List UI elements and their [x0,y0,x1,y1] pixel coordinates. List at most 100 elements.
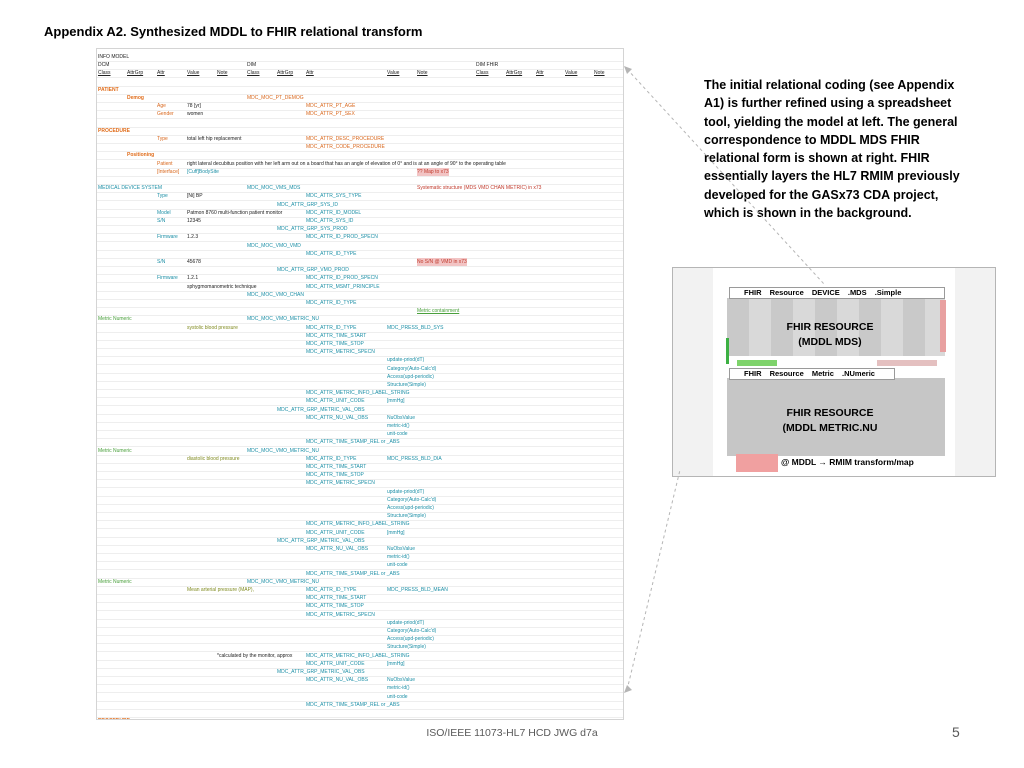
sheet-cell[interactable]: AttrGrp [127,70,144,77]
sheet-cell[interactable]: MDC_ATTR_UNIT_CODE [306,660,365,667]
sheet-cell[interactable]: MDC_ATTR_SYS_ID [306,218,354,224]
sheet-cell[interactable]: NuObsValue [387,677,415,684]
sheet-cell[interactable]: MDC_ATTR_PT_AGE [306,103,356,110]
sheet-cell[interactable]: AttrGrp [277,70,294,77]
sheet-cell[interactable]: Note [417,70,428,77]
sheet-cell[interactable]: S/N [157,259,166,265]
sheet-cell[interactable]: 1.2.3 [187,234,199,241]
sheet-cell[interactable]: Patient [157,160,173,167]
sheet-cell[interactable]: Class [247,70,260,77]
sheet-cell[interactable]: DIM [247,62,257,69]
sheet-cell[interactable]: MDC_MOC_VMO_CHAN [247,291,304,298]
sheet-cell[interactable]: Type [157,136,168,142]
sheet-cell[interactable]: Attr [157,70,165,77]
sheet-cell[interactable]: MDC_ATTR_UNIT_CODE [306,529,365,536]
sheet-cell[interactable]: MDC_ATTR_UNIT_CODE [306,398,365,405]
sheet-cell[interactable]: Class [98,70,111,77]
sheet-cell[interactable]: AttrGrp [506,70,523,77]
sheet-cell[interactable]: metric-id() [387,685,410,692]
sheet-cell[interactable]: MDC_ATTR_ID_MODEL [306,209,362,216]
sheet-cell[interactable]: MDC_PRESS_BLD_DIA [387,455,442,462]
sheet-cell[interactable]: MDC_ATTR_MSMT_PRINCIPLE [306,283,380,290]
sheet-cell[interactable]: Model [157,209,171,216]
sheet-cell[interactable]: MDC_ATTR_ID_PROD_SPECN [306,234,378,241]
sheet-cell[interactable]: 45678 [187,259,201,265]
sheet-cell[interactable]: MDC_ATTR_GRP_METRIC_VAL_OBS [277,406,365,413]
sheet-cell[interactable]: women [187,111,204,118]
sheet-cell[interactable]: Firmware [157,234,178,241]
sheet-cell[interactable]: DIM FHIR [476,62,499,69]
sheet-cell[interactable]: MDC_ATTR_METRIC_INFO_LABEL_STRING [306,521,410,528]
sheet-cell[interactable]: MDC_ATTR_TIME_STAMP_REL or _ABS [306,570,400,577]
sheet-cell[interactable]: INFO MODEL [98,54,130,60]
sheet-cell[interactable]: MDC_MOC_VMS_MDS [247,185,301,192]
sheet-cell[interactable]: MDC_MOC_VMO_METRIC_NU [247,578,319,585]
sheet-cell[interactable]: diastolic blood pressure [187,455,240,462]
sheet-cell[interactable]: MDC_ATTR_ID_TYPE [306,455,357,462]
sheet-cell[interactable]: Access(upd-periodic) [387,505,434,511]
sheet-cell[interactable]: Age [157,103,166,110]
sheet-cell[interactable]: NuObsValue [387,546,415,552]
sheet-cell[interactable]: MDC_ATTR_ID_TYPE [306,587,357,593]
sheet-cell[interactable]: Note [217,70,228,77]
sheet-cell[interactable]: MDC_ATTR_ID_TYPE [306,324,357,331]
sheet-cell[interactable]: MDC_ATTR_ID_TYPE [306,300,357,306]
sheet-cell[interactable]: Metric Numeric [98,447,132,454]
sheet-cell[interactable]: Attr [306,70,314,77]
sheet-cell[interactable]: Systematic structure (MDS VMD CHAN METRI… [417,185,542,192]
sheet-cell[interactable]: MDC_ATTR_NU_VAL_OBS [306,546,369,552]
sheet-cell[interactable]: MDC_ATTR_METRIC_SPECN [306,349,375,356]
sheet-cell[interactable]: [mmHg] [387,529,405,536]
sheet-cell[interactable]: update-priod(dT) [387,357,425,364]
sheet-cell[interactable]: systolic blood pressure [187,324,238,331]
sheet-cell[interactable]: Mean arterial pressure (MAP), [187,587,254,593]
sheet-cell[interactable]: Demog [127,95,144,101]
sheet-cell[interactable]: MDC_MOC_VMO_METRIC_NU [247,447,319,454]
sheet-cell[interactable]: S/N [157,218,166,224]
sheet-cell[interactable]: Metric Numeric [98,316,132,323]
sheet-cell[interactable]: Class [476,70,489,77]
sheet-cell[interactable]: MDC_ATTR_NU_VAL_OBS [306,414,369,421]
sheet-cell[interactable]: MEDICAL DEVICE SYSTEM [98,185,162,192]
sheet-cell[interactable]: Attr [536,70,544,77]
sheet-cell[interactable]: metric-id() [387,423,410,429]
sheet-cell[interactable]: MDC_ATTR_ID_TYPE [306,250,357,257]
sheet-cell[interactable]: [Cuff]BodySite [187,168,219,175]
sheet-cell[interactable]: MDC_ATTR_TIME_START [306,464,367,470]
sheet-cell[interactable]: Patmon 8760 multi-function patient monit… [187,209,283,216]
sheet-cell[interactable]: MDC_ATTR_DESC_PROCEDURE [306,136,385,142]
sheet-cell[interactable]: MDC_MOC_VMO_VMD [247,242,301,249]
sheet-cell[interactable]: *calculated by the monitor, approx [217,652,293,659]
sheet-cell[interactable]: Metric containment [417,308,460,315]
sheet-cell[interactable]: MDC_ATTR_CODE_PROCEDURE [306,144,385,151]
sheet-cell[interactable]: MDC_ATTR_GRP_VMO_PROD [277,267,349,274]
sheet-cell[interactable]: update-priod(dT) [387,488,425,495]
sheet-cell[interactable]: MDC_ATTR_ID_PROD_SPECN [306,275,378,282]
sheet-cell[interactable]: MDC_PRESS_BLD_MEAN [387,587,448,593]
sheet-cell[interactable]: MDC_ATTR_METRIC_SPECN [306,480,375,487]
sheet-cell[interactable]: unit-code [387,431,408,438]
sheet-cell[interactable]: MDC_ATTR_NU_VAL_OBS [306,677,369,684]
sheet-cell[interactable]: Structure(Simple) [387,644,426,651]
sheet-cell[interactable]: Value [187,70,200,77]
sheet-cell[interactable]: ?? Map to x73 [417,167,449,176]
sheet-cell[interactable]: MDC_MOC_PT_DEMOG [247,95,304,101]
sheet-cell[interactable]: unit-code [387,562,408,569]
sheet-cell[interactable]: No S/N @ VMD in x73 [417,258,467,266]
sheet-cell[interactable]: Firmware [157,275,178,282]
sheet-cell[interactable]: 78 [yr] [187,103,201,110]
sheet-cell[interactable]: PROCEDURE [98,127,130,134]
sheet-cell[interactable]: MDC_MOC_VMO_METRIC_NU [247,316,319,323]
sheet-cell[interactable]: Gender [157,111,174,118]
sheet-cell[interactable]: MDC_ATTR_METRIC_SPECN [306,611,375,618]
sheet-cell[interactable]: total left hip replacement [187,136,242,142]
sheet-cell[interactable]: Type [157,193,168,200]
sheet-cell[interactable]: MDC_ATTR_TIME_STOP [306,603,364,610]
sheet-cell[interactable]: metric-id() [387,554,410,561]
sheet-cell[interactable]: MDC_ATTR_TIME_START [306,595,367,602]
sheet-cell[interactable]: PATIENT [98,86,119,93]
sheet-cell[interactable]: PROCEDURE [98,717,130,719]
sheet-cell[interactable]: MDC_ATTR_SYS_TYPE [306,193,362,200]
sheet-cell[interactable]: MDC_ATTR_TIME_STOP [306,341,364,347]
sheet-cell[interactable]: [Ni] BP [187,193,203,200]
